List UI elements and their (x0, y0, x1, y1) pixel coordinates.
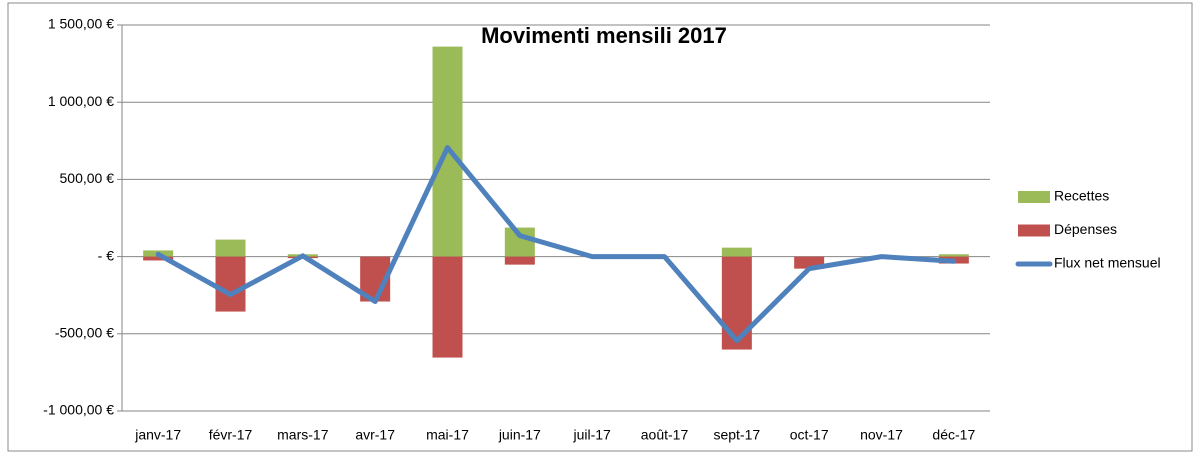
x-tick-label: janv-17 (134, 427, 181, 443)
x-tick-label: févr-17 (209, 427, 253, 443)
legend-label: Flux net mensuel (1054, 255, 1161, 271)
bar (721, 256, 752, 350)
x-tick-label: sept-17 (713, 427, 760, 443)
line (155, 145, 957, 344)
bar (432, 256, 463, 358)
y-tick-label: -1 000,00 € (43, 402, 114, 418)
y-tick-label: - € (98, 247, 115, 263)
y-tick-label: 1 000,00 € (48, 93, 114, 109)
x-tick-label: oct-17 (790, 427, 829, 443)
bar (938, 254, 969, 257)
x-tick-label: août-17 (641, 427, 689, 443)
bar (143, 256, 174, 261)
x-tick-label: mars-17 (277, 427, 329, 443)
x-tick-label: avr-17 (355, 427, 395, 443)
chart-border (7, 2, 1193, 452)
bar (721, 247, 752, 257)
x-tick-label: déc-17 (932, 427, 975, 443)
bar (215, 239, 246, 257)
legend-swatch (1018, 224, 1050, 237)
x-tick-label: juin-17 (498, 427, 541, 443)
chart-title: Movimenti mensili 2017 (481, 23, 727, 48)
y-tick-label: 500,00 € (60, 170, 115, 186)
legend-swatch (1018, 191, 1050, 203)
y-tick-label: 1 500,00 € (48, 16, 114, 32)
legend-label: Recettes (1054, 188, 1109, 204)
bar (504, 256, 535, 265)
x-tick-label: mai-17 (426, 427, 469, 443)
bar (215, 256, 246, 312)
y-tick-label: -500,00 € (55, 325, 114, 341)
x-tick-label: juil-17 (572, 427, 611, 443)
legend-label: Dépenses (1054, 221, 1117, 237)
x-tick-label: nov-17 (860, 427, 903, 443)
